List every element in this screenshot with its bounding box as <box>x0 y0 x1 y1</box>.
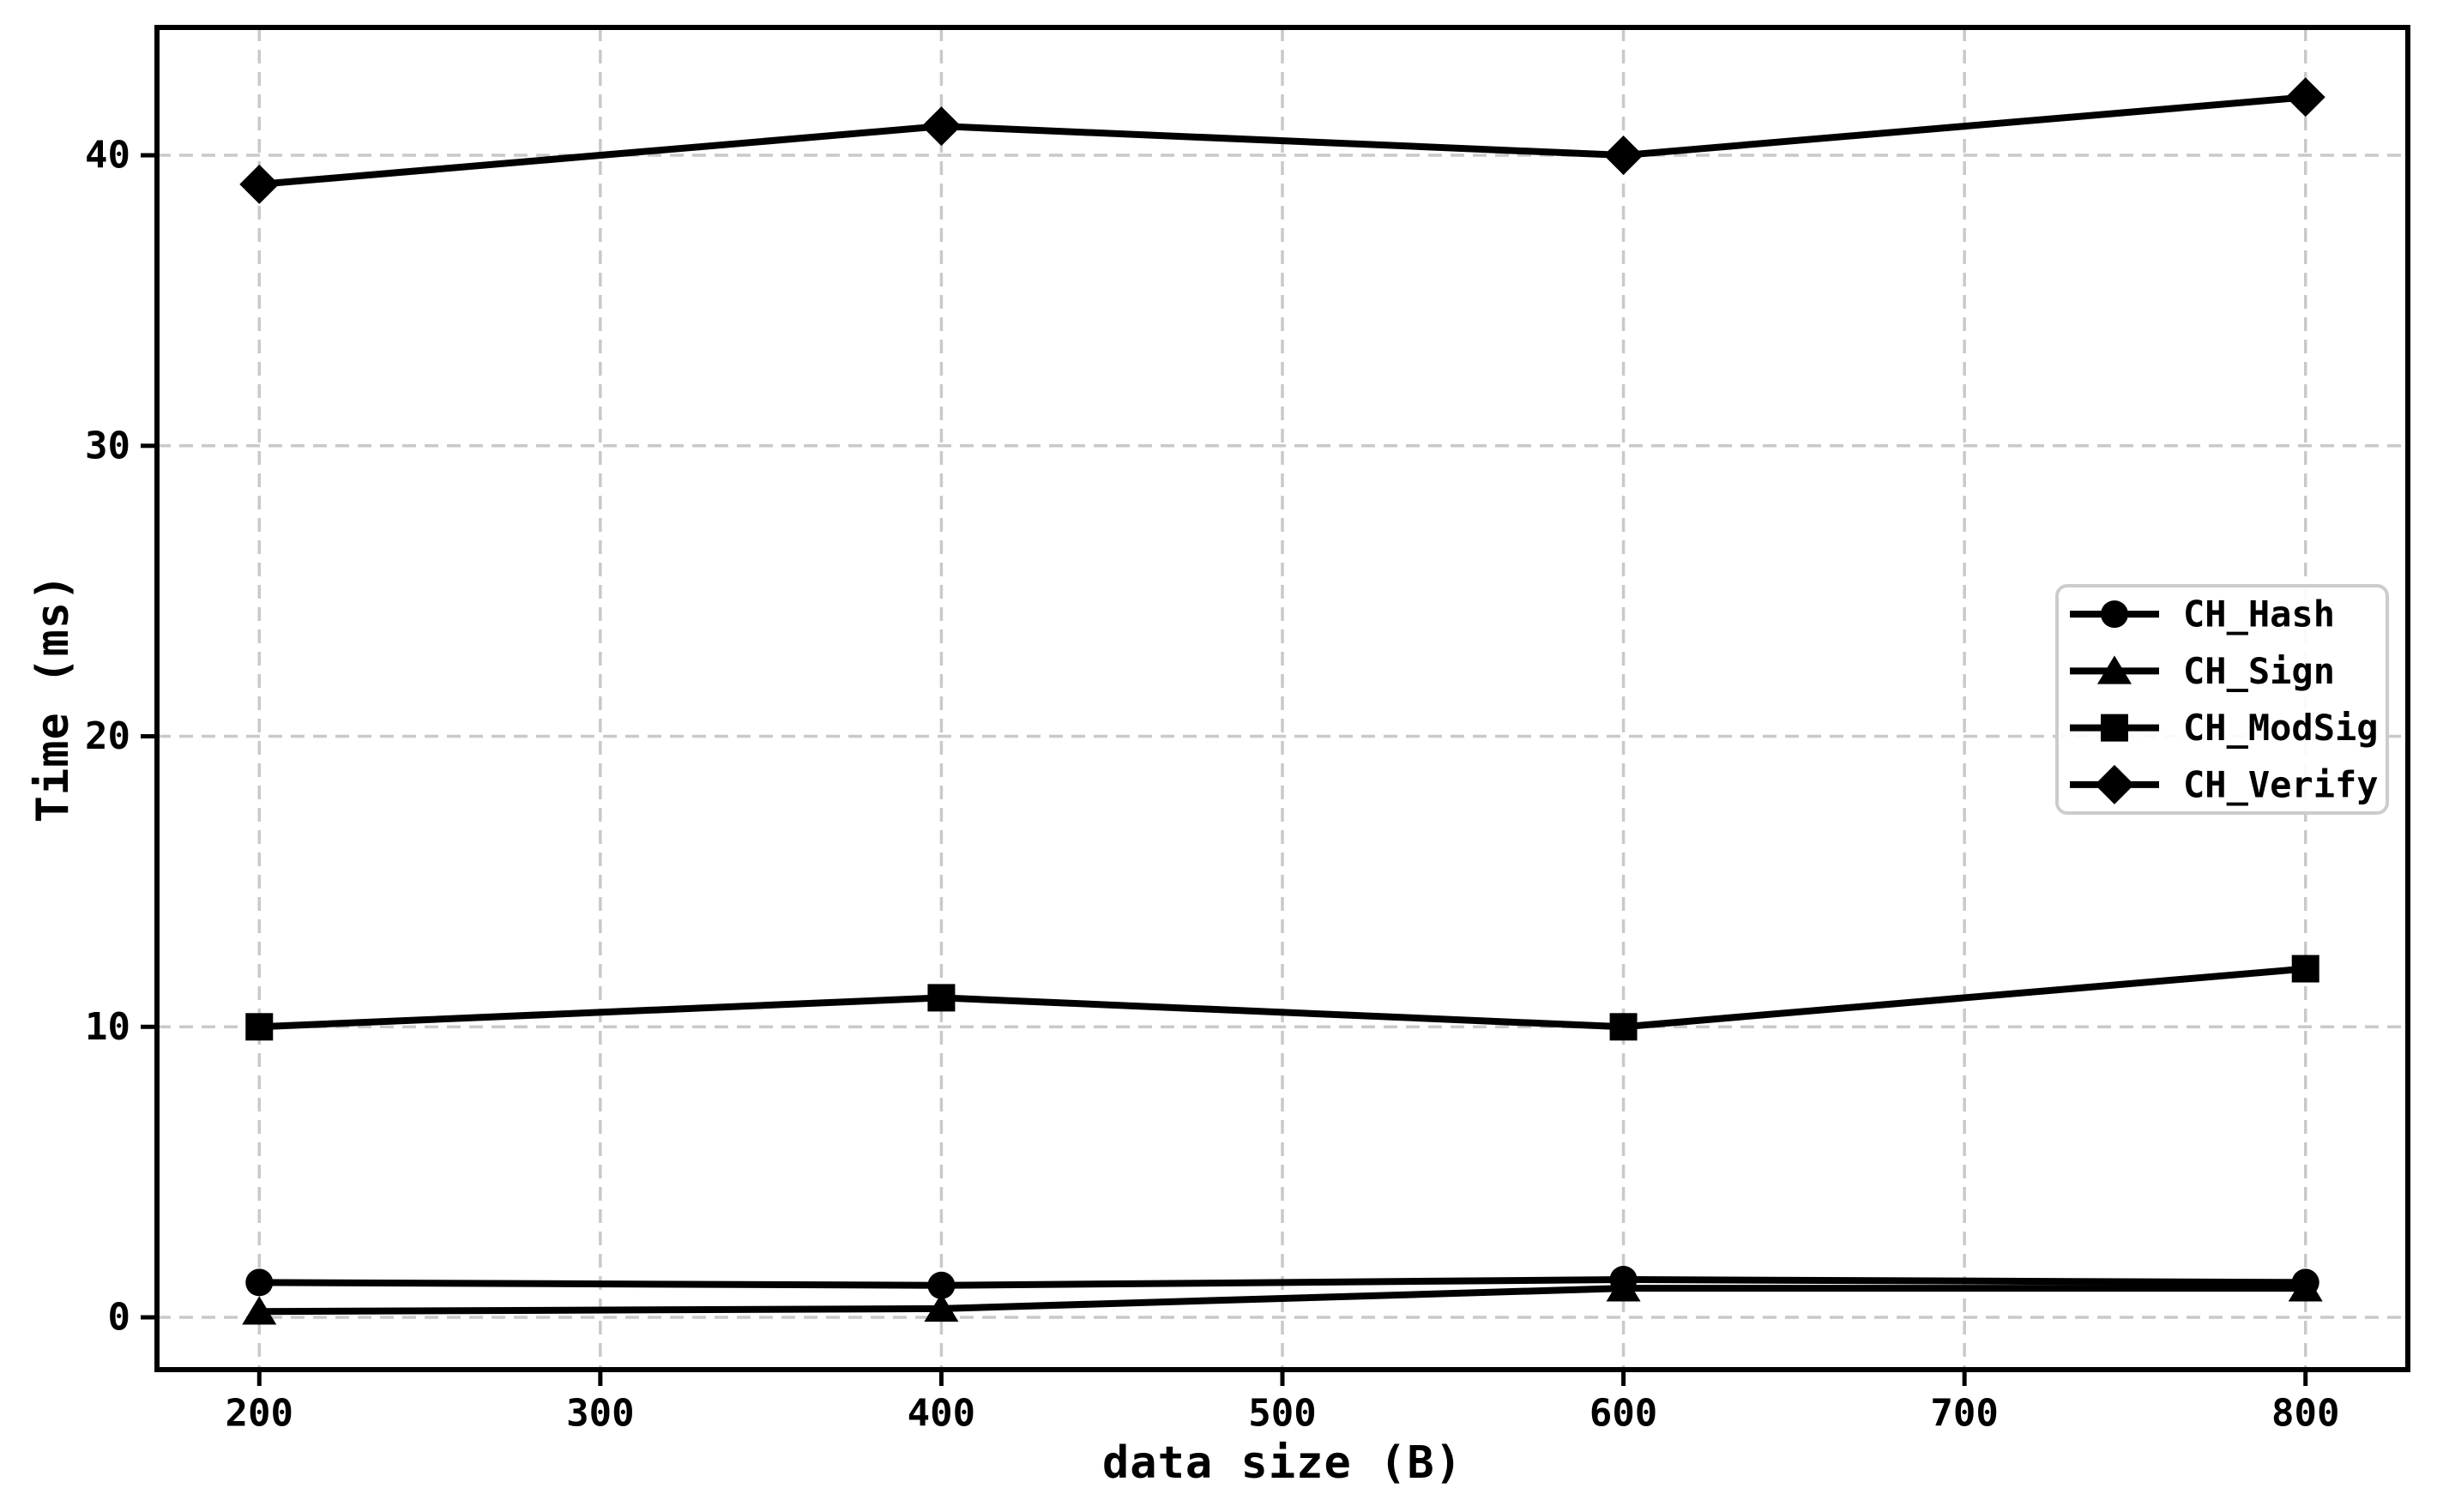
series-line-CH_Verify <box>258 93 2307 188</box>
x-tick-label-300: 300 <box>566 1392 634 1436</box>
plot-border <box>154 25 2410 1372</box>
x-tick-label-600: 600 <box>1589 1392 1657 1436</box>
legend-entry-CH_ModSig: CH_ModSig <box>2070 707 2379 749</box>
CH_Sign-800-triangle-marker <box>2288 1273 2323 1302</box>
legend-label-CH_Hash: CH_Hash <box>2183 593 2335 636</box>
grid-layer <box>157 27 2408 1370</box>
CH_Verify-200-diamond-marker <box>239 164 280 204</box>
CH_ModSig-800-square-marker <box>2291 955 2319 983</box>
x-tick-label-800: 800 <box>2271 1392 2339 1436</box>
CH_ModSig-200-square-marker <box>245 1013 274 1041</box>
CH_Verify-400-diamond-marker <box>921 106 962 147</box>
series-CH_ModSig <box>245 955 2319 1041</box>
x-tick-label-400: 400 <box>908 1392 975 1436</box>
CH_ModSig-600-square-marker <box>1609 1013 1638 1041</box>
CH_Sign-400-triangle-marker <box>924 1292 959 1322</box>
legend-CH_ModSig-square-marker <box>2101 714 2128 742</box>
series-layer <box>239 77 2325 1325</box>
CH_Sign-200-triangle-marker <box>242 1296 277 1325</box>
legend-CH_Hash-circle-marker <box>2101 600 2128 629</box>
CH_Hash-200-circle-marker <box>245 1268 274 1297</box>
CH_Sign-600-triangle-marker <box>1606 1273 1641 1302</box>
legend-label-CH_ModSig: CH_ModSig <box>2183 707 2379 749</box>
y-tick-label-20: 20 <box>85 714 130 758</box>
legend: CH_Hash CH_Sign CH_ModSig CH_Verify <box>2055 584 2389 815</box>
legend-entry-CH_Sign: CH_Sign <box>2070 650 2335 692</box>
y-tick-label-40: 40 <box>85 134 130 178</box>
legend-entry-CH_Hash: CH_Hash <box>2070 593 2335 636</box>
series-CH_Verify <box>239 77 2325 204</box>
legend-label-CH_Verify: CH_Verify <box>2183 763 2379 805</box>
x-tick-label-700: 700 <box>1930 1392 1998 1436</box>
y-tick-label-30: 30 <box>85 424 130 467</box>
series-CH_Sign <box>242 1273 2323 1325</box>
y-axis-label: Time (ms) <box>27 574 79 823</box>
ticks-layer: 200 300 400 500 600 700 800 0 10 20 30 40 <box>85 134 2339 1436</box>
legend-entry-CH_Verify: CH_Verify <box>2070 763 2379 805</box>
CH_ModSig-400-square-marker <box>927 984 956 1012</box>
legend-CH_Sign-triangle-marker <box>2097 655 2132 684</box>
y-tick-label-0: 0 <box>108 1296 131 1340</box>
x-axis-label: data size (B) <box>1102 1437 1463 1489</box>
series-line-CH_Sign <box>259 1285 2306 1316</box>
legend-label-CH_Sign: CH_Sign <box>2183 650 2335 692</box>
series-CH_Hash <box>245 1265 2319 1299</box>
series-line-CH_ModSig <box>259 965 2307 1031</box>
CH_Verify-800-diamond-marker <box>2285 77 2325 117</box>
series-line-CH_Hash <box>259 1275 2306 1289</box>
x-tick-label-200: 200 <box>226 1392 293 1436</box>
legend-box <box>2055 584 2389 815</box>
x-tick-label-500: 500 <box>1248 1392 1316 1436</box>
CH_Hash-400-circle-marker <box>927 1271 956 1299</box>
y-tick-label-10: 10 <box>85 1005 130 1049</box>
legend-CH_Verify-diamond-marker <box>2095 764 2134 804</box>
CH_Verify-600-diamond-marker <box>1603 136 1644 176</box>
